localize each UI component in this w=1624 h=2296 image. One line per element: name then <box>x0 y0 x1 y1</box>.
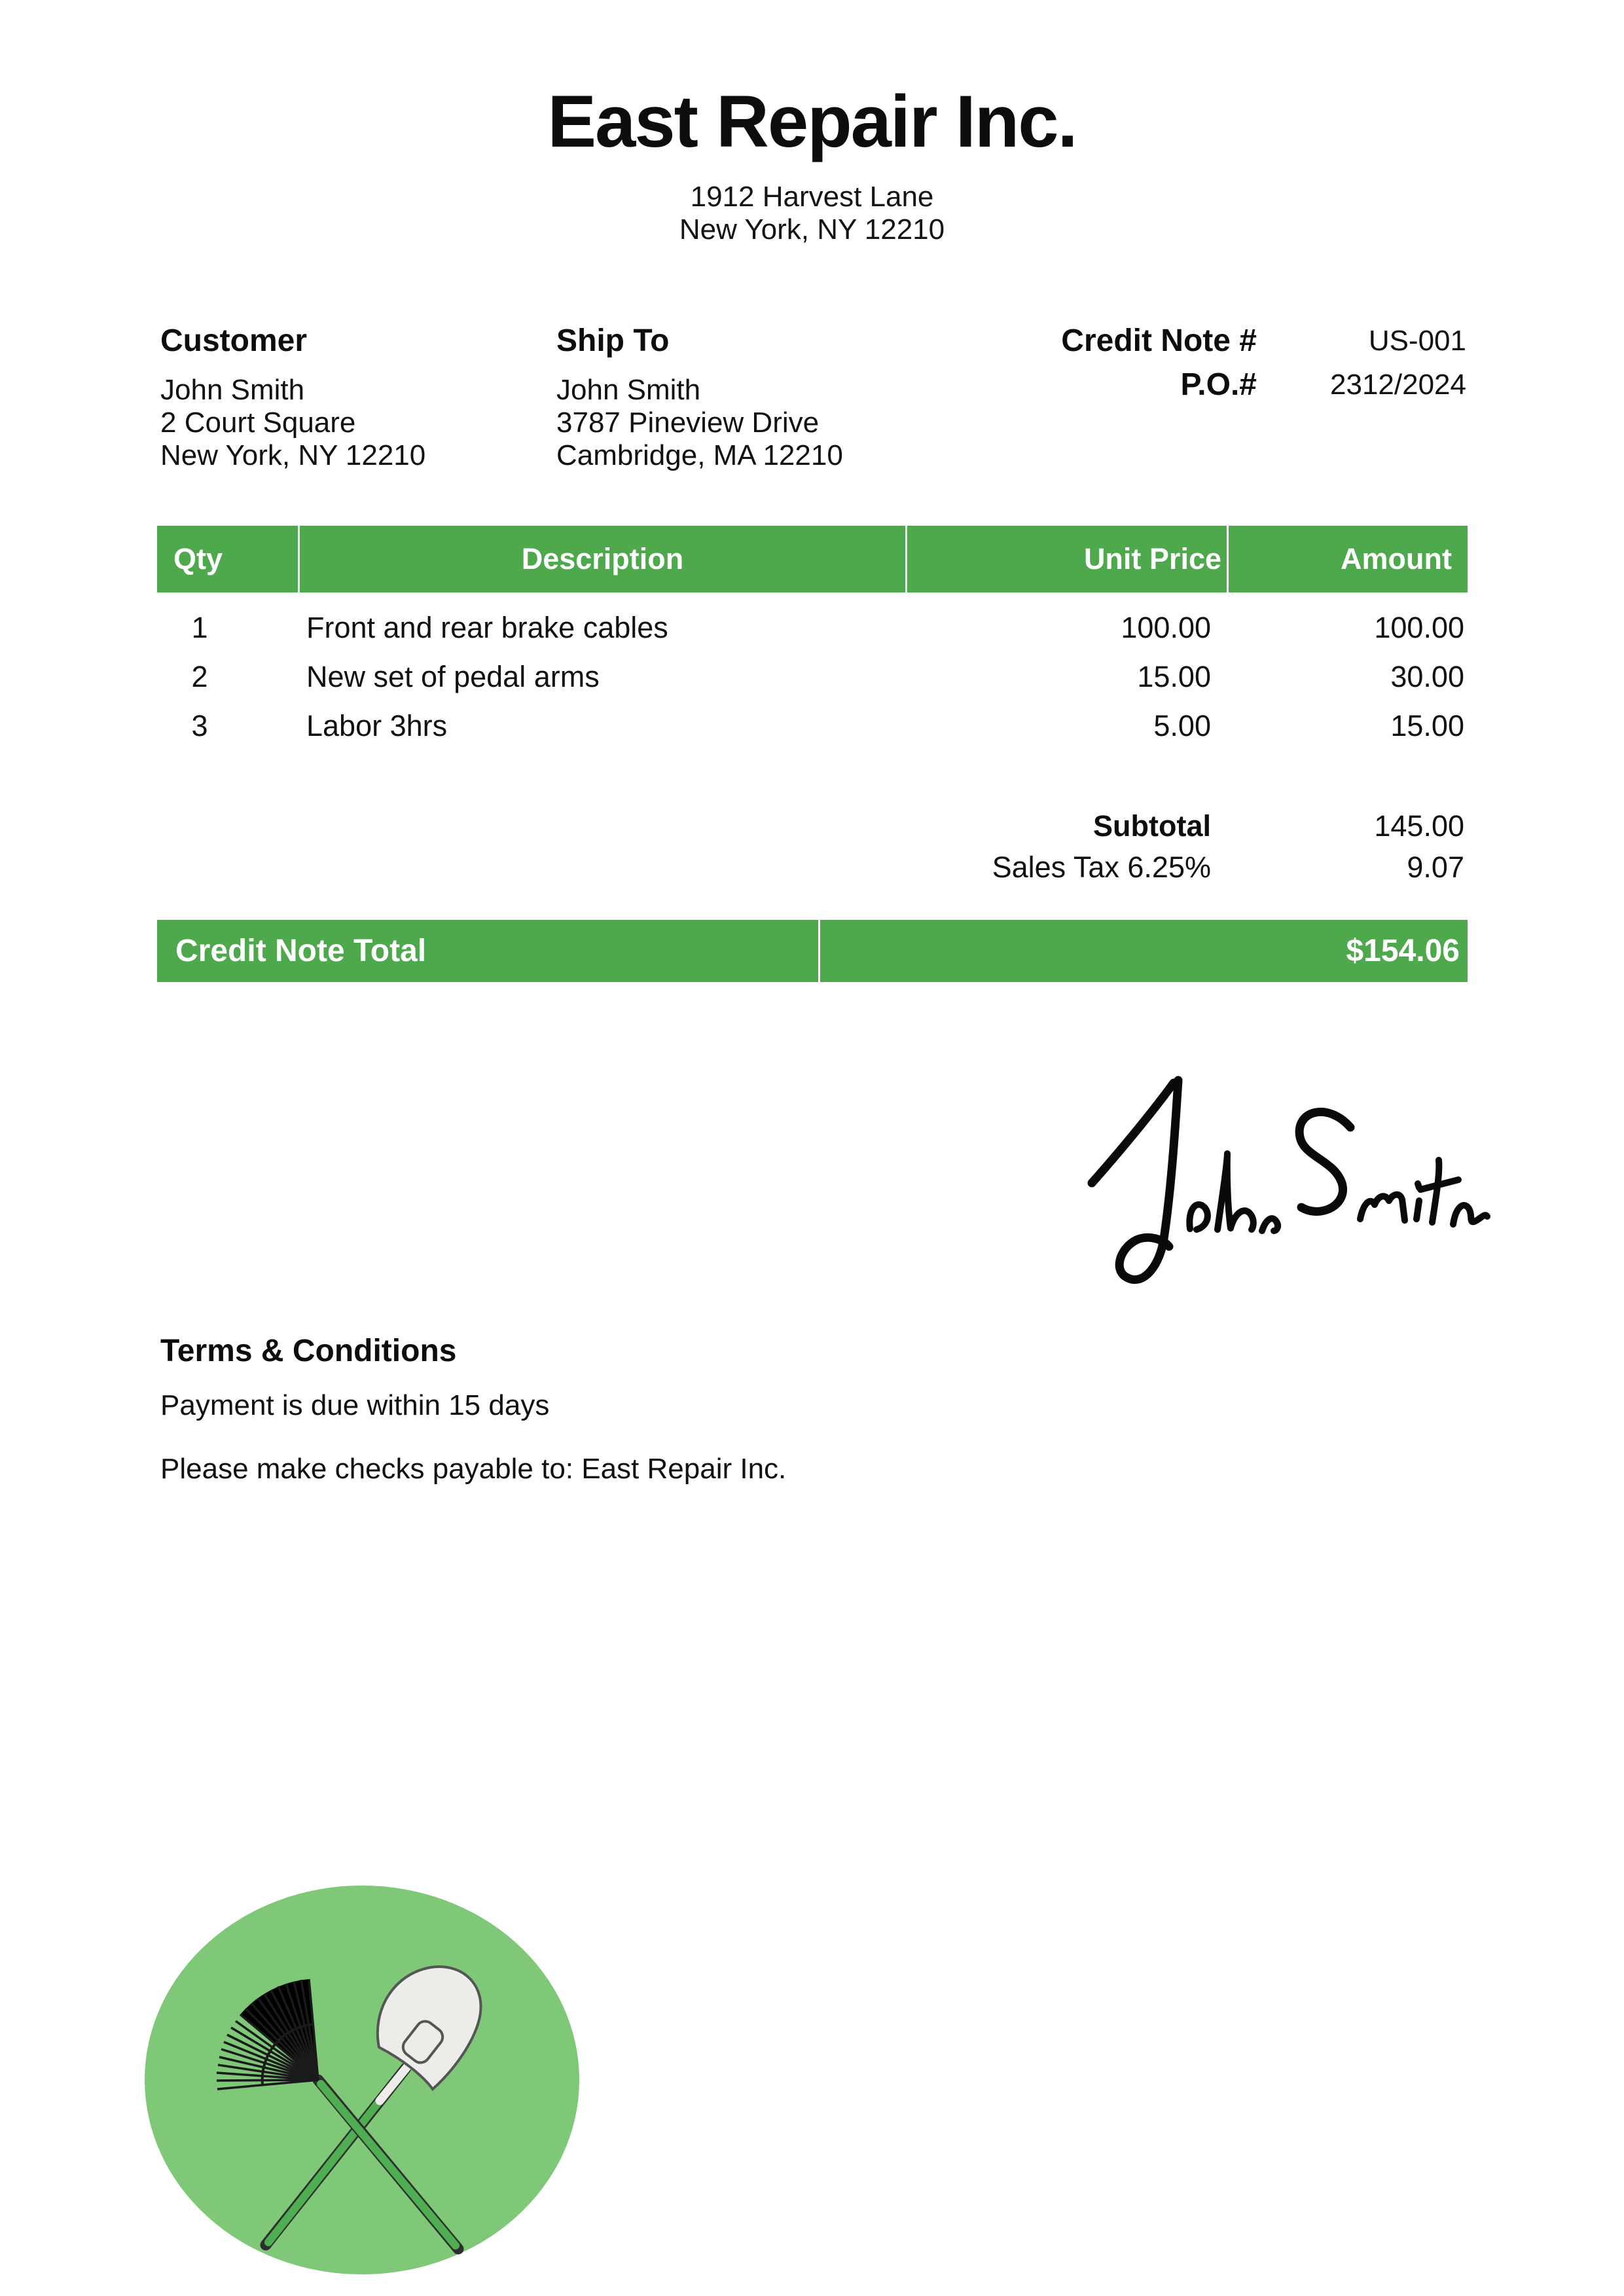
company-logo <box>145 1886 579 2274</box>
cell-description: Front and rear brake cables <box>306 610 668 644</box>
cell-unit-price: 100.00 <box>1121 610 1211 644</box>
company-address-line2: New York, NY 12210 <box>679 213 945 246</box>
customer-city: New York, NY 12210 <box>160 439 426 471</box>
ship-to-city: Cambridge, MA 12210 <box>556 439 843 471</box>
document-meta: Credit Note # US-001 P.O.# 2312/2024 <box>844 319 1466 407</box>
subtotal-value: 145.00 <box>1374 809 1464 843</box>
credit-note-number-label: Credit Note # <box>1061 323 1257 358</box>
ship-to-name: John Smith <box>556 374 701 406</box>
sales-tax-row: Sales Tax 6.25% 9.07 <box>157 847 1468 888</box>
rake-icon <box>216 1978 464 2255</box>
ship-to-street: 3787 Pineview Drive <box>556 407 820 439</box>
po-number-label: P.O.# <box>1180 367 1257 402</box>
company-name: East Repair Inc. <box>547 81 1077 162</box>
terms-line: Payment is due within 15 days <box>160 1389 550 1421</box>
items-table: Qty Description Unit Price Amount 1 Fron… <box>157 526 1468 750</box>
po-number-row: P.O.# 2312/2024 <box>844 363 1466 407</box>
sales-tax-label: Sales Tax 6.25% <box>992 850 1211 884</box>
cell-qty: 2 <box>191 659 208 693</box>
subtotal-label: Subtotal <box>1093 809 1211 843</box>
cell-description: Labor 3hrs <box>306 708 448 742</box>
cell-qty: 3 <box>191 708 208 742</box>
terms-line: Please make checks payable to: East Repa… <box>160 1453 787 1485</box>
company-address: 1912 Harvest Lane New York, NY 12210 <box>0 181 1624 246</box>
credit-note-number-value: US-001 <box>1368 324 1466 357</box>
cell-amount: 30.00 <box>1390 659 1464 693</box>
cell-unit-price: 5.00 <box>1153 708 1211 742</box>
cell-amount: 15.00 <box>1390 708 1464 742</box>
subtotal-row: Subtotal 145.00 <box>157 805 1468 847</box>
summary-section: Subtotal 145.00 Sales Tax 6.25% 9.07 <box>157 805 1468 888</box>
items-table-body: 1 Front and rear brake cables 100.00 100… <box>157 592 1468 750</box>
credit-note-total-value: $154.06 <box>1346 934 1460 968</box>
company-address-line1: 1912 Harvest Lane <box>690 181 934 213</box>
customer-section: Customer John Smith 2 Court Square New Y… <box>160 325 425 472</box>
cell-qty: 1 <box>191 610 208 644</box>
ship-to-address: John Smith 3787 Pineview Drive Cambridge… <box>556 374 843 472</box>
table-row: 2 New set of pedal arms 15.00 30.00 <box>157 652 1468 701</box>
customer-street: 2 Court Square <box>160 407 356 439</box>
signature <box>1087 1076 1490 1284</box>
table-row: 1 Front and rear brake cables 100.00 100… <box>157 603 1468 652</box>
header-description: Description <box>300 526 907 592</box>
header-unit-price: Unit Price <box>907 526 1229 592</box>
header-amount: Amount <box>1341 542 1452 575</box>
header-qty: Qty <box>157 526 300 592</box>
customer-heading: Customer <box>160 323 308 358</box>
cell-amount: 100.00 <box>1374 610 1464 644</box>
cell-description: New set of pedal arms <box>306 659 600 693</box>
logo-circle <box>145 1886 579 2274</box>
terms-heading: Terms & Conditions <box>160 1334 457 1368</box>
customer-name: John Smith <box>160 374 305 406</box>
customer-address: John Smith 2 Court Square New York, NY 1… <box>160 374 425 472</box>
items-table-header: Qty Description Unit Price Amount <box>157 526 1468 592</box>
credit-note-total-label: Credit Note Total <box>157 920 820 982</box>
credit-note-total-bar: Credit Note Total $154.06 <box>157 920 1468 982</box>
ship-to-heading: Ship To <box>556 323 670 358</box>
cell-unit-price: 15.00 <box>1137 659 1211 693</box>
sales-tax-value: 9.07 <box>1407 850 1464 884</box>
credit-note-number-row: Credit Note # US-001 <box>844 319 1466 363</box>
ship-to-section: Ship To John Smith 3787 Pineview Drive C… <box>556 325 843 472</box>
table-row: 3 Labor 3hrs 5.00 15.00 <box>157 701 1468 750</box>
po-number-value: 2312/2024 <box>1330 368 1466 401</box>
